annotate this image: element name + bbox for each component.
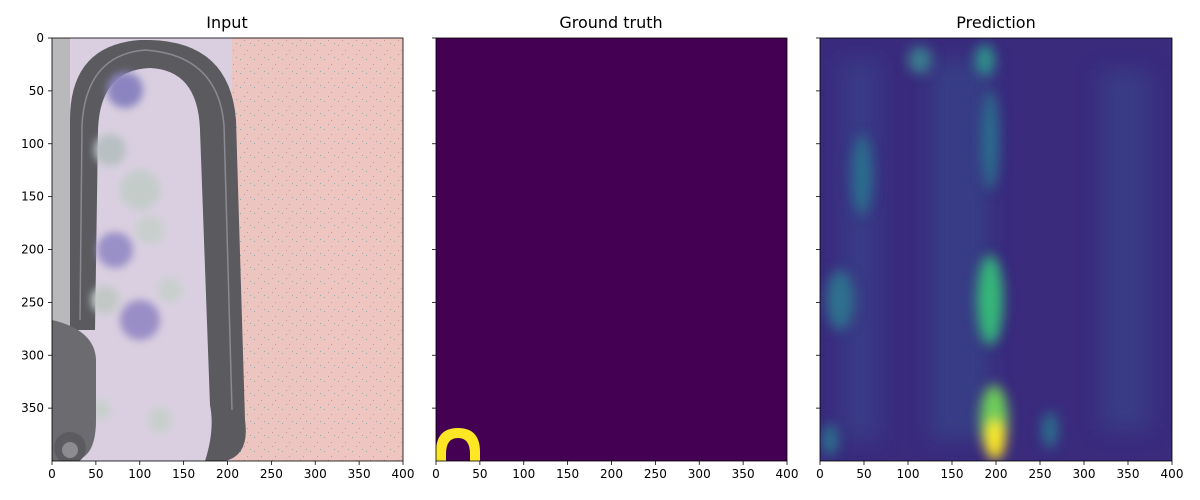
x-tick-label: 400 [1161,467,1184,481]
y-tick-label: 0 [36,31,44,45]
x-tick-label: 0 [432,467,440,481]
x-tick-label: 0 [816,467,824,481]
x-tick-label: 350 [348,467,371,481]
x-tick-label: 0 [48,467,56,481]
panel-ground-truth: Ground truth 0 50 100 150 200 250 300 350 400 [432,13,798,481]
x-tick-label: 250 [644,467,667,481]
y-tick-label: 150 [21,190,44,204]
input-axis-ticks: 0 50 100 150 200 250 300 350 400 0 50 100 150 200 250 3… [21,31,414,481]
y-tick-label: 300 [21,348,44,362]
x-tick-label: 200 [216,467,239,481]
x-tick-label: 50 [88,467,103,481]
prediction-axis-ticks: 0 50 100 150 200 250 300 350 400 [816,37,1184,481]
x-tick-label: 100 [897,467,920,481]
x-tick-label: 150 [172,467,195,481]
panel-title: Input [206,13,247,32]
x-tick-label: 100 [512,467,535,481]
x-tick-label: 300 [304,467,327,481]
x-tick-label: 300 [688,467,711,481]
mask-region [436,428,480,461]
mask-background [436,38,787,461]
x-tick-label: 250 [260,467,283,481]
panel-title: Ground truth [559,13,662,32]
x-tick-label: 250 [1029,467,1052,481]
y-tick-label: 50 [29,84,44,98]
prediction-heatmap [820,38,1172,461]
x-tick-label: 50 [856,467,871,481]
y-tick-label: 200 [21,243,44,257]
y-tick-label: 350 [21,401,44,415]
x-tick-label: 400 [776,467,799,481]
x-tick-label: 200 [985,467,1008,481]
input-image [52,38,403,461]
x-tick-label: 100 [128,467,151,481]
x-tick-label: 150 [941,467,964,481]
x-tick-label: 200 [600,467,623,481]
x-tick-label: 400 [392,467,415,481]
x-tick-label: 150 [556,467,579,481]
panel-title: Prediction [956,13,1035,32]
ground-truth-image [436,38,787,461]
x-tick-label: 350 [1117,467,1140,481]
ground-truth-axis-ticks: 0 50 100 150 200 250 300 350 400 [432,37,799,481]
x-tick-label: 50 [472,467,487,481]
panel-input: Input 0 50 100 150 200 250 300 350 400 0 50 100 150 2… [21,13,414,481]
y-tick-label: 250 [21,295,44,309]
x-tick-label: 350 [732,467,755,481]
x-tick-label: 300 [1073,467,1096,481]
panel-prediction: Prediction 0 50 100 150 200 250 300 350 400 [816,13,1183,481]
y-tick-label: 100 [21,137,44,151]
